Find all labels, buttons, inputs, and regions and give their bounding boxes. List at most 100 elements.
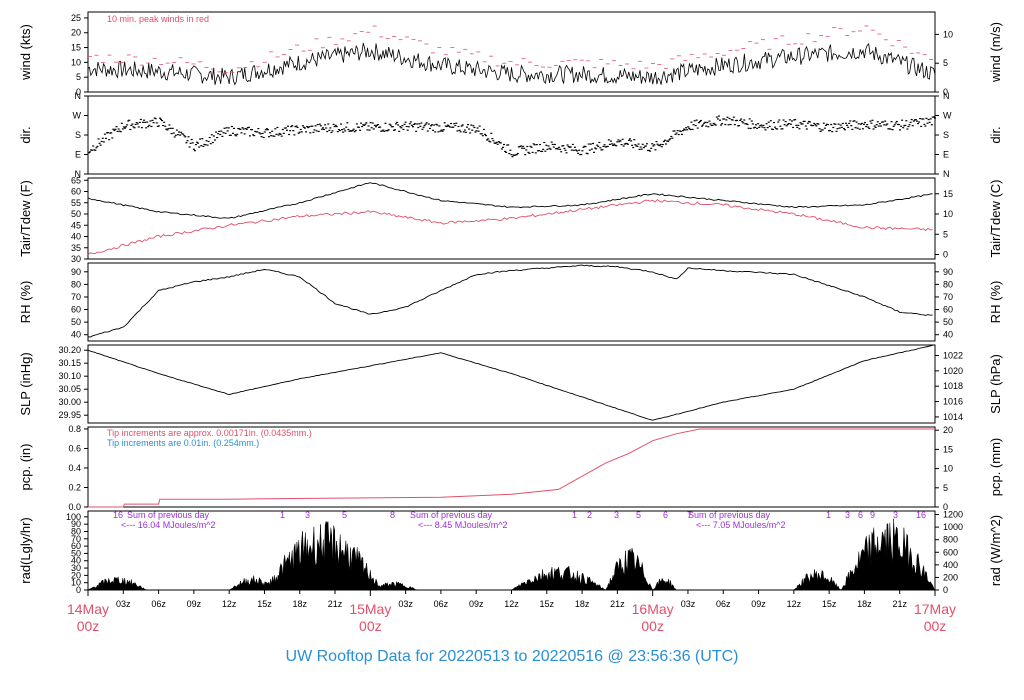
ytick-right-label: 90 — [943, 267, 953, 277]
ytick-label: 60 — [71, 541, 81, 551]
series-slp — [87, 344, 933, 421]
ylabel-right-slp: SLP (hPa) — [988, 354, 1003, 414]
ytick-right-label: 5 — [943, 483, 948, 493]
xtick-label: 21z — [892, 599, 907, 609]
xtick-label: 03z — [398, 599, 413, 609]
ytick-label: 90 — [71, 519, 81, 529]
rad-hour-label: 3 — [305, 510, 310, 520]
ytick-right-label: 1014 — [943, 412, 963, 422]
xtick-label: 09z — [187, 599, 202, 609]
ytick-label: 45 — [71, 220, 81, 230]
ytick-label: E — [75, 150, 81, 160]
series-Tdew — [87, 198, 933, 255]
ytick-label: 0.6 — [68, 443, 81, 453]
ylabel-rad: rad(Lgly/hr) — [18, 517, 33, 583]
ytick-label: S — [75, 130, 81, 140]
rad-hour-label: 5 — [636, 510, 641, 520]
xtick-label: 03z — [116, 599, 131, 609]
figure-title: UW Rooftop Data for 20220513 to 20220516… — [285, 648, 739, 665]
ytick-right-label: 600 — [943, 547, 958, 557]
rad-sum-label: Sum of previous day — [410, 510, 493, 520]
day-label: 15May — [349, 601, 391, 617]
series-Tair — [87, 182, 933, 219]
wind-annotation: 10 min. peak winds in red — [107, 14, 209, 24]
ytick-label: 30.00 — [58, 397, 81, 407]
ytick-label: 10 — [71, 57, 81, 67]
ylabel-right-pcp: pcp. (mm) — [988, 438, 1003, 497]
ytick-right-label: 15 — [943, 189, 953, 199]
panel-frame — [87, 95, 936, 175]
ytick-right-label: 80 — [943, 279, 953, 289]
rad-total: <--- 8.45 MJoules/m^2 — [418, 520, 508, 530]
rad-hour-label: 2 — [587, 510, 592, 520]
rad-hour-label: 1 — [572, 510, 577, 520]
ylabel-right-temp: Tair/Tdew (C) — [988, 179, 1003, 257]
rad-hour-label: 3 — [893, 510, 898, 520]
series-rh — [87, 264, 933, 338]
ytick-right-label: 0 — [943, 87, 948, 97]
ytick-right-label: 1200 — [943, 510, 963, 520]
day-label: 17May — [914, 601, 956, 617]
pcp-annotation-blue: Tip increments are 0.01in. (0.254mm.) — [107, 438, 259, 448]
ytick-label: 30 — [71, 254, 81, 264]
rad-count: 16 — [113, 510, 123, 520]
rad-hour-label: 9 — [870, 510, 875, 520]
ylabel-slp: SLP (inHg) — [18, 352, 33, 415]
ylabel-wind: wind (kts) — [18, 24, 33, 81]
ytick-label: 50 — [71, 317, 81, 327]
ytick-label: 15 — [71, 43, 81, 53]
rad-hour-label: 1 — [826, 510, 831, 520]
day-label: 14May — [67, 601, 109, 617]
panel-frame — [87, 11, 936, 93]
ytick-label: 50 — [71, 209, 81, 219]
ytick-label: 40 — [71, 232, 81, 242]
xtick-label: 09z — [469, 599, 484, 609]
xtick-label: 03z — [681, 599, 696, 609]
pcp-annotation-red: Tip increments are approx. 0.00171in. (0… — [107, 428, 312, 438]
ylabel-right-rad: rad (W/m^2) — [988, 515, 1003, 586]
ylabel-rh: RH (%) — [18, 281, 33, 324]
ytick-label: 30.10 — [58, 371, 81, 381]
xtick-label: 09z — [751, 599, 766, 609]
ytick-label: N — [75, 91, 82, 101]
ytick-label: 0.8 — [68, 424, 81, 434]
ytick-label: 5 — [76, 72, 81, 82]
radiation-area — [87, 518, 936, 591]
panel-temp — [84, 177, 939, 260]
rad-hour-label: 5 — [342, 510, 347, 520]
xtick-label: 12z — [222, 599, 237, 609]
xtick-label: 21z — [328, 599, 343, 609]
ytick-label: 25 — [71, 13, 81, 23]
rad-hour-label: 3 — [614, 510, 619, 520]
ytick-right-label: 1016 — [943, 397, 963, 407]
panel-slp — [84, 344, 939, 424]
ytick-label: 65 — [71, 175, 81, 185]
xtick-label: 06z — [151, 599, 166, 609]
rad-sum-label: Sum of previous day — [127, 510, 210, 520]
ytick-label: 60 — [71, 187, 81, 197]
rad-hour-label: 7 — [687, 510, 692, 520]
ytick-label: 30 — [71, 563, 81, 573]
ytick-label: 30.20 — [58, 345, 81, 355]
ytick-right-label: 15 — [943, 444, 953, 454]
panel-dir — [84, 95, 939, 175]
ytick-right-label: 10 — [943, 209, 953, 219]
xtick-label: 21z — [610, 599, 625, 609]
ytick-label: 55 — [71, 198, 81, 208]
ylabel-right-dir: dir. — [988, 126, 1003, 143]
ytick-label: 30.05 — [58, 384, 81, 394]
ylabel-right-wind: wind (m/s) — [988, 22, 1003, 83]
ytick-right-label: N — [943, 91, 950, 101]
ytick-right-label: S — [943, 130, 949, 140]
ytick-right-label: 0 — [943, 502, 948, 512]
ytick-label: 10 — [71, 578, 81, 588]
rad-hour-label: 6 — [663, 510, 668, 520]
ytick-right-label: N — [943, 169, 950, 179]
ytick-label: 35 — [71, 243, 81, 253]
ytick-right-label: W — [943, 111, 952, 121]
xtick-label: 12z — [504, 599, 519, 609]
ytick-label: W — [73, 111, 82, 121]
rad-hour-label: 3 — [845, 510, 850, 520]
rad-hour-label: 1 — [280, 510, 285, 520]
